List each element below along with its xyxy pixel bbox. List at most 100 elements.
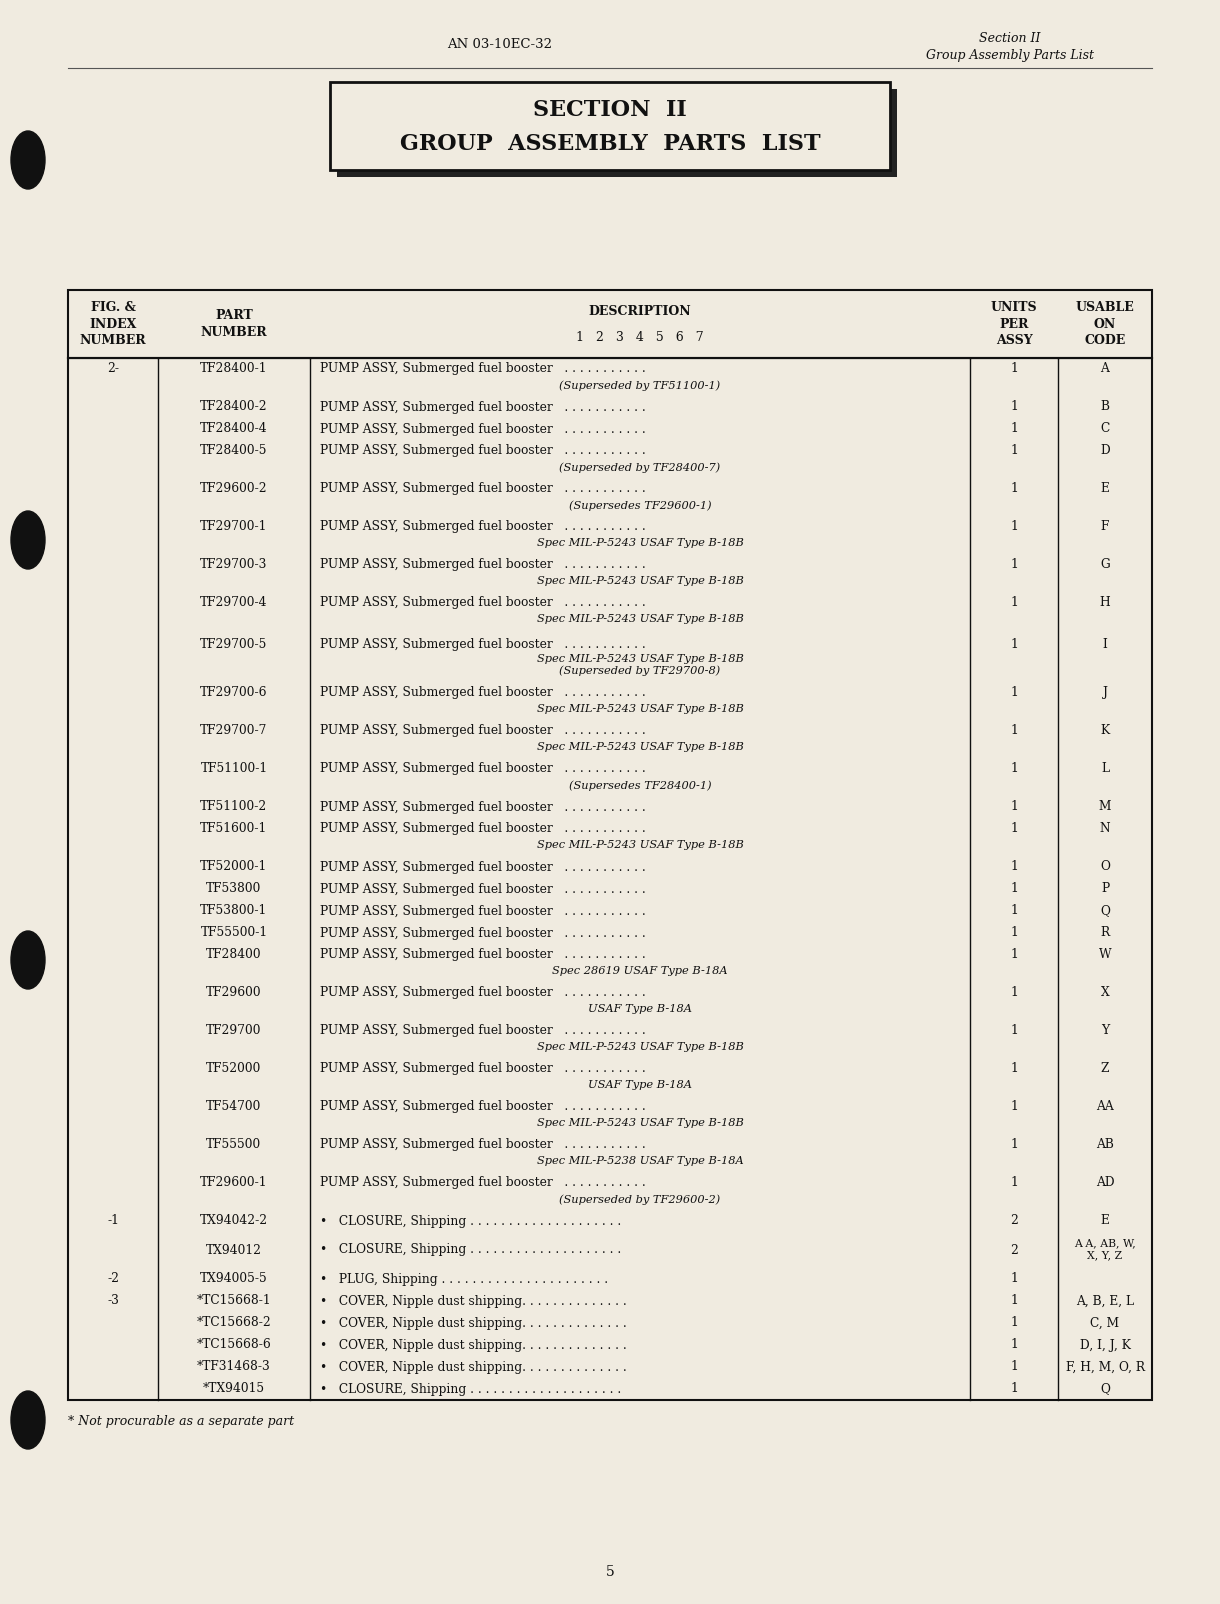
Text: •   COVER, Nipple dust shipping. . . . . . . . . . . . . .: • COVER, Nipple dust shipping. . . . . .… — [320, 1338, 627, 1352]
Text: *TC15668-1: *TC15668-1 — [196, 1294, 271, 1307]
Text: 1: 1 — [1010, 986, 1017, 999]
Text: Section II: Section II — [980, 32, 1041, 45]
Text: •   CLOSURE, Shipping . . . . . . . . . . . . . . . . . . . .: • CLOSURE, Shipping . . . . . . . . . . … — [320, 1214, 621, 1227]
Text: 1: 1 — [1010, 1062, 1017, 1075]
Text: UNITS
PER
ASSY: UNITS PER ASSY — [991, 302, 1037, 346]
Text: * Not procurable as a separate part: * Not procurable as a separate part — [68, 1415, 294, 1429]
Text: 1: 1 — [1010, 483, 1017, 496]
Text: *TX94015: *TX94015 — [203, 1383, 265, 1395]
Text: H: H — [1099, 597, 1110, 610]
Text: 1: 1 — [1010, 905, 1017, 917]
Text: PUMP ASSY, Submerged fuel booster   . . . . . . . . . . .: PUMP ASSY, Submerged fuel booster . . . … — [320, 687, 645, 699]
Text: 1: 1 — [1010, 1338, 1017, 1352]
Text: TF29600: TF29600 — [206, 986, 262, 999]
Text: •   PLUG, Shipping . . . . . . . . . . . . . . . . . . . . . .: • PLUG, Shipping . . . . . . . . . . . .… — [320, 1272, 608, 1285]
Text: PUMP ASSY, Submerged fuel booster   . . . . . . . . . . .: PUMP ASSY, Submerged fuel booster . . . … — [320, 948, 645, 961]
Text: 1: 1 — [1010, 882, 1017, 895]
Text: AB: AB — [1096, 1139, 1114, 1152]
Text: (Supersedes TF29600-1): (Supersedes TF29600-1) — [569, 500, 711, 510]
Text: -3: -3 — [107, 1294, 118, 1307]
Text: PUMP ASSY, Submerged fuel booster   . . . . . . . . . . .: PUMP ASSY, Submerged fuel booster . . . … — [320, 483, 645, 496]
Text: *TF31468-3: *TF31468-3 — [198, 1360, 271, 1373]
Text: Z: Z — [1100, 1062, 1109, 1075]
Text: 1: 1 — [1010, 1023, 1017, 1038]
Text: 1: 1 — [1010, 363, 1017, 375]
Text: R: R — [1100, 927, 1109, 940]
Text: USAF Type B-18A: USAF Type B-18A — [588, 1004, 692, 1014]
Text: 1: 1 — [1010, 558, 1017, 571]
Text: USABLE
ON
CODE: USABLE ON CODE — [1076, 302, 1135, 346]
Text: PUMP ASSY, Submerged fuel booster   . . . . . . . . . . .: PUMP ASSY, Submerged fuel booster . . . … — [320, 638, 645, 651]
Text: DESCRIPTION: DESCRIPTION — [589, 305, 692, 318]
Text: Spec MIL-P-5243 USAF Type B-18B: Spec MIL-P-5243 USAF Type B-18B — [537, 840, 743, 850]
Text: TF29700-4: TF29700-4 — [200, 597, 267, 610]
Text: E: E — [1100, 1214, 1109, 1227]
Text: AA: AA — [1096, 1100, 1114, 1113]
Text: Spec MIL-P-5243 USAF Type B-18B: Spec MIL-P-5243 USAF Type B-18B — [537, 576, 743, 587]
Text: TF52000: TF52000 — [206, 1062, 261, 1075]
Text: PUMP ASSY, Submerged fuel booster   . . . . . . . . . . .: PUMP ASSY, Submerged fuel booster . . . … — [320, 363, 645, 375]
Text: TF29700-1: TF29700-1 — [200, 520, 267, 533]
Text: PUMP ASSY, Submerged fuel booster   . . . . . . . . . . .: PUMP ASSY, Submerged fuel booster . . . … — [320, 422, 645, 436]
Bar — [68, 358, 1152, 1400]
Text: USAF Type B-18A: USAF Type B-18A — [588, 1081, 692, 1091]
Bar — [337, 88, 897, 176]
Text: A: A — [1100, 363, 1109, 375]
Text: 1: 1 — [1010, 1100, 1017, 1113]
Text: TF29700-3: TF29700-3 — [200, 558, 267, 571]
Text: 1: 1 — [1010, 823, 1017, 836]
Text: Spec MIL-P-5238 USAF Type B-18A: Spec MIL-P-5238 USAF Type B-18A — [537, 1156, 743, 1166]
Text: Spec MIL-P-5243 USAF Type B-18B: Spec MIL-P-5243 USAF Type B-18B — [537, 1043, 743, 1052]
Text: PART
NUMBER: PART NUMBER — [200, 310, 267, 338]
Text: 1: 1 — [1010, 422, 1017, 436]
Text: TF29600-1: TF29600-1 — [200, 1176, 267, 1189]
Text: M: M — [1099, 800, 1111, 813]
Text: PUMP ASSY, Submerged fuel booster   . . . . . . . . . . .: PUMP ASSY, Submerged fuel booster . . . … — [320, 558, 645, 571]
Text: C: C — [1100, 422, 1110, 436]
Text: F: F — [1100, 520, 1109, 533]
Text: 1: 1 — [1010, 1294, 1017, 1307]
Text: Spec MIL-P-5243 USAF Type B-18B: Spec MIL-P-5243 USAF Type B-18B — [537, 539, 743, 549]
Text: 1: 1 — [1010, 948, 1017, 961]
Text: E: E — [1100, 483, 1109, 496]
Text: TF28400-5: TF28400-5 — [200, 444, 267, 457]
Text: *TC15668-2: *TC15668-2 — [196, 1317, 271, 1330]
Text: 1: 1 — [1010, 762, 1017, 775]
Text: TX94012: TX94012 — [206, 1243, 262, 1256]
Text: TF29700-6: TF29700-6 — [200, 687, 267, 699]
Bar — [329, 82, 891, 170]
Text: (Superseded by TF29700-8): (Superseded by TF29700-8) — [560, 666, 721, 675]
Text: PUMP ASSY, Submerged fuel booster   . . . . . . . . . . .: PUMP ASSY, Submerged fuel booster . . . … — [320, 1062, 645, 1075]
Text: PUMP ASSY, Submerged fuel booster   . . . . . . . . . . .: PUMP ASSY, Submerged fuel booster . . . … — [320, 401, 645, 414]
Text: X: X — [1100, 986, 1109, 999]
Text: PUMP ASSY, Submerged fuel booster   . . . . . . . . . . .: PUMP ASSY, Submerged fuel booster . . . … — [320, 520, 645, 533]
Text: -2: -2 — [107, 1272, 120, 1285]
Text: FIG. &
INDEX
NUMBER: FIG. & INDEX NUMBER — [79, 302, 146, 346]
Text: PUMP ASSY, Submerged fuel booster   . . . . . . . . . . .: PUMP ASSY, Submerged fuel booster . . . … — [320, 444, 645, 457]
Text: PUMP ASSY, Submerged fuel booster   . . . . . . . . . . .: PUMP ASSY, Submerged fuel booster . . . … — [320, 905, 645, 917]
Text: 1: 1 — [1010, 401, 1017, 414]
Text: 1: 1 — [1010, 1317, 1017, 1330]
Text: AN 03-10EC-32: AN 03-10EC-32 — [448, 38, 553, 51]
Text: •   COVER, Nipple dust shipping. . . . . . . . . . . . . .: • COVER, Nipple dust shipping. . . . . .… — [320, 1317, 627, 1330]
Text: Q: Q — [1100, 905, 1110, 917]
Text: PUMP ASSY, Submerged fuel booster   . . . . . . . . . . .: PUMP ASSY, Submerged fuel booster . . . … — [320, 1100, 645, 1113]
Text: PUMP ASSY, Submerged fuel booster   . . . . . . . . . . .: PUMP ASSY, Submerged fuel booster . . . … — [320, 986, 645, 999]
Text: -1: -1 — [107, 1214, 118, 1227]
Text: Spec MIL-P-5243 USAF Type B-18B: Spec MIL-P-5243 USAF Type B-18B — [537, 1118, 743, 1128]
Text: 1   2   3   4   5   6   7: 1 2 3 4 5 6 7 — [576, 330, 704, 345]
Text: 1: 1 — [1010, 723, 1017, 738]
Text: I: I — [1103, 638, 1108, 651]
Text: TF55500-1: TF55500-1 — [200, 927, 267, 940]
Text: 1: 1 — [1010, 1139, 1017, 1152]
Text: W: W — [1099, 948, 1111, 961]
Text: 1: 1 — [1010, 597, 1017, 610]
Text: GROUP  ASSEMBLY  PARTS  LIST: GROUP ASSEMBLY PARTS LIST — [400, 133, 820, 156]
Text: •   CLOSURE, Shipping . . . . . . . . . . . . . . . . . . . .: • CLOSURE, Shipping . . . . . . . . . . … — [320, 1383, 621, 1395]
Text: P: P — [1100, 882, 1109, 895]
Bar — [68, 290, 1152, 358]
Text: Spec MIL-P-5243 USAF Type B-18B: Spec MIL-P-5243 USAF Type B-18B — [537, 704, 743, 714]
Text: L: L — [1100, 762, 1109, 775]
Text: Group Assembly Parts List: Group Assembly Parts List — [926, 48, 1094, 61]
Text: Spec MIL-P-5243 USAF Type B-18B: Spec MIL-P-5243 USAF Type B-18B — [537, 614, 743, 624]
